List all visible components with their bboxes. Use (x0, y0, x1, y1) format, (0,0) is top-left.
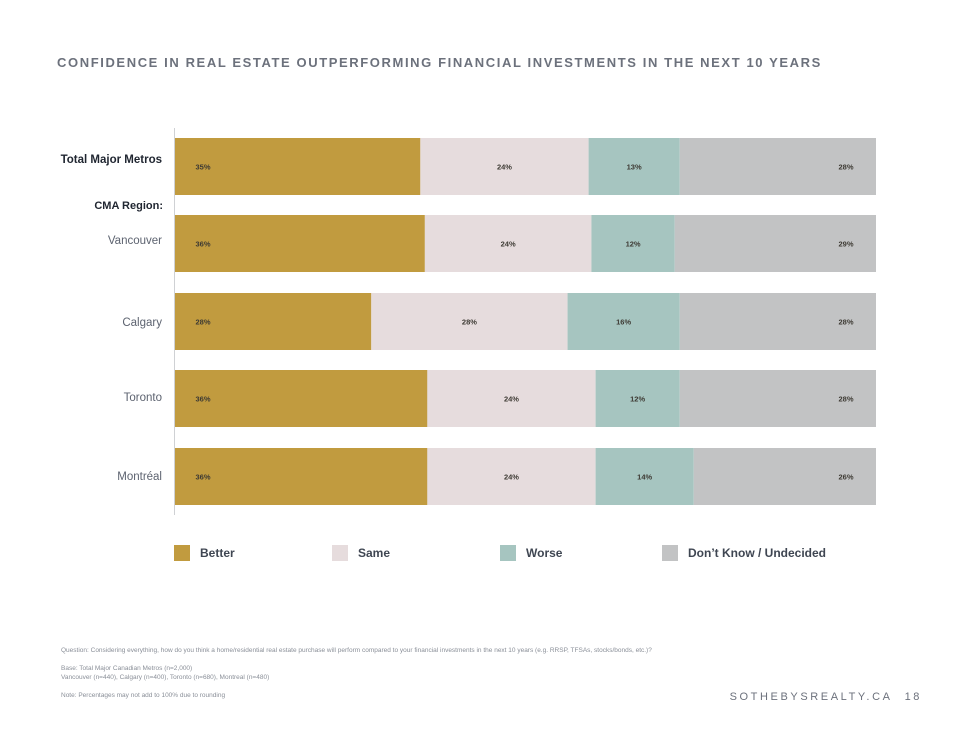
legend-swatch-worse (500, 545, 516, 561)
legend-label-worse: Worse (526, 546, 563, 560)
group-label: CMA Region: (94, 200, 163, 212)
value-label-dont_know-3: 28% (838, 395, 853, 404)
category-label-3: Toronto (124, 392, 162, 404)
value-label-better-0: 35% (195, 163, 210, 172)
page-number: 18 (904, 691, 922, 703)
bar-worse-0 (588, 138, 680, 195)
bar-dont_know-3 (679, 370, 876, 427)
value-label-dont_know-2: 28% (838, 318, 853, 327)
value-label-same-4: 24% (504, 473, 519, 482)
value-label-worse-0: 13% (627, 163, 642, 172)
legend: Better Same Worse Don’t Know / Undecided (0, 545, 980, 569)
legend-label-same: Same (358, 546, 391, 560)
legend-label-dont-know: Don’t Know / Undecided (688, 546, 826, 560)
legend-swatch-better (174, 545, 190, 561)
footer: SOTHEBYSREALTY.CA 18 (730, 691, 922, 703)
bar-dont_know-4 (693, 448, 876, 505)
category-label-1: Vancouver (108, 235, 162, 247)
bar-better-1 (175, 215, 425, 272)
legend-item-worse: Worse (500, 545, 562, 561)
legend-item-dont-know: Don’t Know / Undecided (662, 545, 826, 561)
bar-same-3 (427, 370, 596, 427)
value-label-better-2: 28% (195, 318, 210, 327)
bar-same-1 (424, 215, 592, 272)
bar-better-0 (175, 138, 421, 195)
legend-item-same: Same (332, 545, 390, 561)
value-label-same-2: 28% (462, 318, 477, 327)
bar-dont_know-2 (679, 293, 876, 350)
bar-better-3 (175, 370, 428, 427)
value-label-worse-3: 12% (630, 395, 645, 404)
value-label-better-1: 36% (195, 240, 210, 249)
category-label-4: Montréal (117, 471, 162, 483)
footnote-note: Note: Percentages may not add to 100% du… (61, 692, 226, 699)
footnotes: Question: Considering everything, how do… (61, 646, 821, 700)
chart-title: CONFIDENCE IN REAL ESTATE OUTPERFORMING … (57, 55, 822, 70)
bar-same-4 (427, 448, 596, 505)
footnote-question: Question: Considering everything, how do… (61, 647, 652, 654)
bar-worse-4 (595, 448, 694, 505)
bar-better-4 (175, 448, 428, 505)
bar-better-2 (175, 293, 372, 350)
bar-same-2 (371, 293, 568, 350)
value-label-worse-1: 12% (626, 240, 641, 249)
value-label-better-4: 36% (195, 473, 210, 482)
legend-swatch-same (332, 545, 348, 561)
bar-dont_know-0 (679, 138, 876, 195)
value-label-dont_know-0: 28% (838, 163, 853, 172)
value-label-dont_know-4: 26% (838, 473, 853, 482)
stacked-bar-chart: CMA Region: Total Major Metros 35% 24% 13% 2… (61, 128, 876, 515)
legend-item-better: Better (174, 545, 235, 561)
value-label-same-1: 24% (501, 240, 516, 249)
footnote-base-line2: Vancouver (n=440), Calgary (n=400), Toro… (61, 674, 270, 681)
value-label-better-3: 36% (195, 395, 210, 404)
footer-brand: SOTHEBYSREALTY.CA (729, 691, 893, 703)
footnote-base-line1: Base: Total Major Canadian Metros (n=2,0… (61, 665, 193, 672)
value-label-same-0: 24% (497, 163, 512, 172)
value-label-same-3: 24% (504, 395, 519, 404)
bar-worse-2 (567, 293, 680, 350)
value-label-dont_know-1: 29% (838, 240, 853, 249)
value-label-worse-2: 16% (616, 318, 631, 327)
bar-same-0 (420, 138, 589, 195)
category-label-2: Calgary (122, 317, 162, 329)
bar-worse-3 (595, 370, 680, 427)
bar-dont_know-1 (674, 215, 876, 272)
category-label-0: Total Major Metros (61, 154, 162, 166)
bar-worse-1 (591, 215, 675, 272)
legend-swatch-dont-know (662, 545, 678, 561)
legend-label-better: Better (200, 546, 235, 560)
value-label-worse-4: 14% (637, 473, 652, 482)
